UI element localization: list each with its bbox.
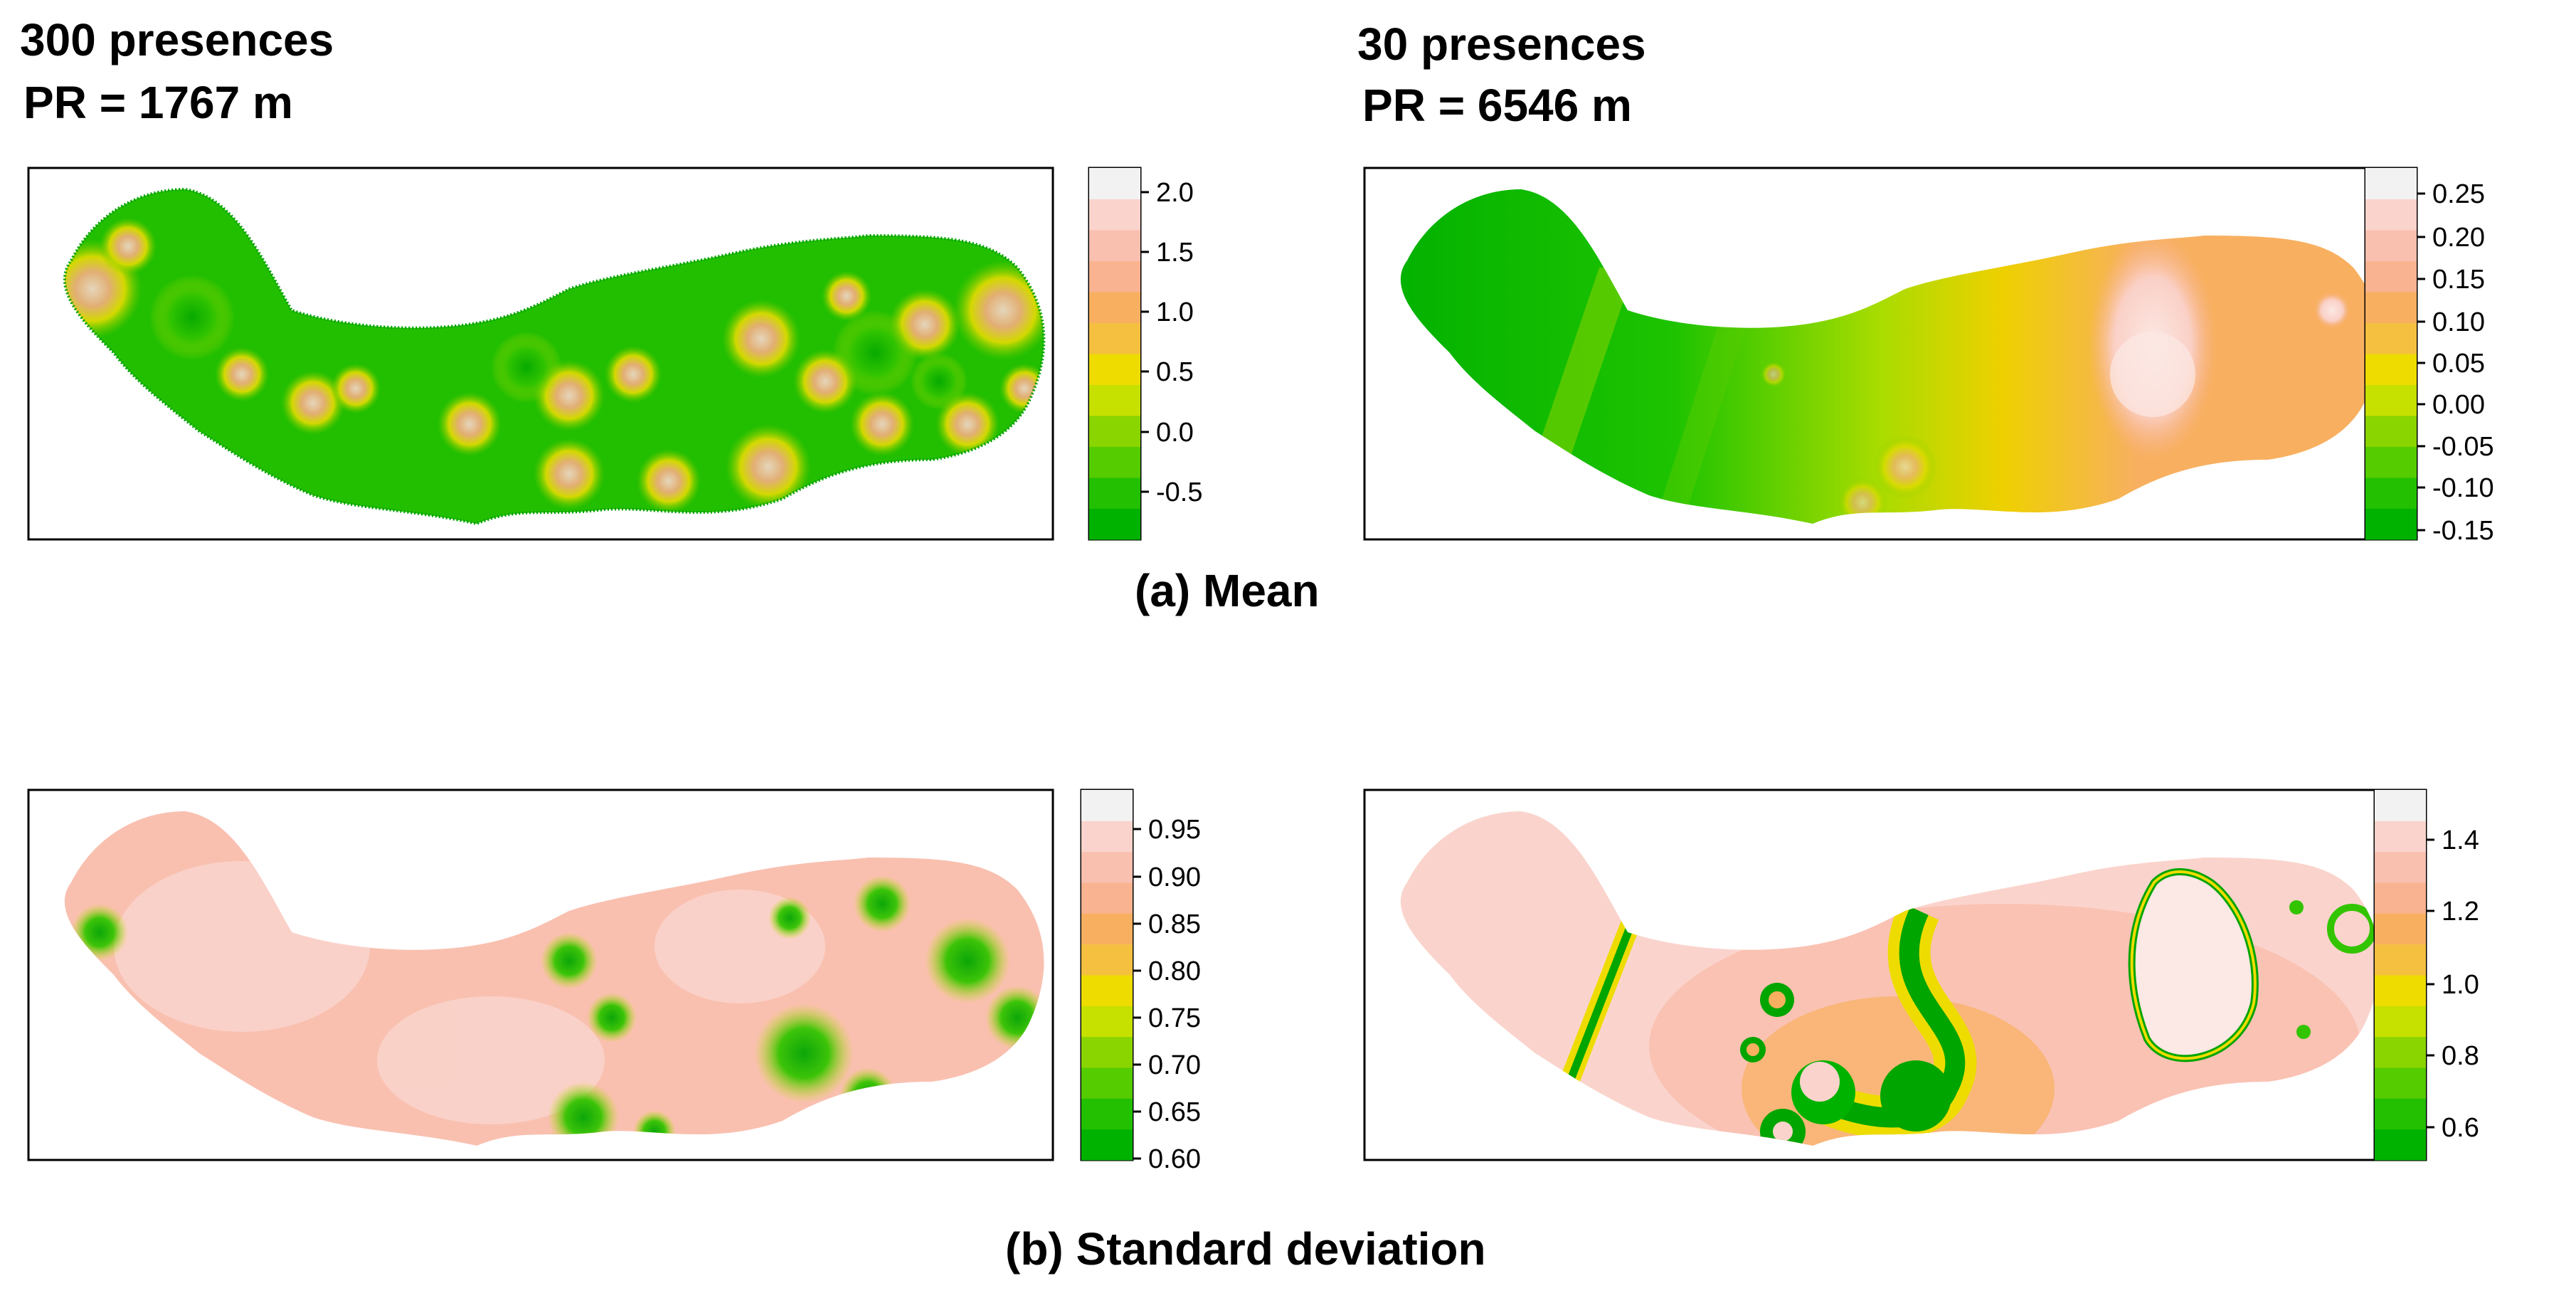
legend-tick-label: -0.15 (2432, 516, 2494, 546)
legend-color-band (2375, 790, 2426, 821)
legend-color-band (1089, 446, 1140, 478)
legend-tick-label: 0.80 (1148, 956, 1201, 986)
legend-color-band (2365, 446, 2417, 478)
legend-tick-label: 1.5 (1156, 238, 1194, 268)
map-sd-30: 1.4 1.2 1.0 0.8 0.6 (1363, 788, 2479, 1161)
legend-color-band (1089, 354, 1140, 385)
legend-color-band (1089, 508, 1140, 540)
legend-ticks: 1.4 1.2 1.0 0.8 0.6 (2426, 825, 2479, 1143)
legend-ticks: 0.95 0.90 0.85 0.80 0.75 0.70 0.65 0.60 (1133, 815, 1201, 1174)
map-mean-300: 2.0 1.5 1.0 0.5 0.0 -0.5 (27, 167, 1202, 541)
legend-color-band (2365, 322, 2417, 354)
legend-tick-label: 1.0 (1156, 297, 1194, 327)
heading-30-presences: 30 presences (1357, 19, 1646, 70)
legend-tick-label: 0.75 (1148, 1003, 1201, 1033)
legend-color-band (1089, 168, 1140, 199)
legend-color-band (2365, 292, 2417, 323)
legend-color-band (2375, 913, 2426, 945)
legend-tick-label: 0.0 (1156, 418, 1194, 448)
legend-color-band (2375, 882, 2426, 914)
legend-tick-label: -0.10 (2432, 473, 2494, 503)
legend-color-band (2365, 508, 2417, 540)
legend-color-band (2375, 1036, 2426, 1068)
legend-tick-label: 0.8 (2442, 1041, 2479, 1071)
legend-color-band (2365, 354, 2417, 385)
legend-tick-label: 0.05 (2432, 349, 2485, 379)
legend-mean-30: 0.25 0.20 0.15 0.10 0.05 0.00 -0.05 -0.10 -0.15 (2364, 167, 2494, 546)
legend-color-bands (1081, 790, 1133, 1161)
legend-color-bands (2375, 790, 2426, 1161)
legend-tick-label: 0.85 (1148, 909, 1201, 939)
legend-color-band (1081, 882, 1133, 914)
legend-sd-300: 0.95 0.90 0.85 0.80 0.75 0.70 0.65 0.60 (1080, 788, 1201, 1174)
legend-color-band (1081, 1129, 1133, 1161)
legend-ticks: 0.25 0.20 0.15 0.10 0.05 0.00 -0.05 -0.10 -0.15 (2417, 179, 2494, 546)
legend-tick-label: 2.0 (1156, 178, 1194, 208)
legend-tick-label: 0.90 (1148, 862, 1201, 892)
legend-color-band (2375, 1129, 2426, 1161)
legend-ticks: 2.0 1.5 1.0 0.5 0.0 -0.5 (1140, 178, 1202, 507)
legend-tick-label: 0.00 (2432, 390, 2485, 420)
legend-color-band (1089, 416, 1140, 447)
caption-standard-deviation: (b) Standard deviation (1005, 1223, 1486, 1275)
legend-tick-label: 0.25 (2432, 179, 2485, 209)
legend-color-band (1081, 944, 1133, 976)
legend-tick-label: -0.5 (1156, 478, 1202, 507)
legend-color-band (2375, 851, 2426, 883)
legend-color-band (1081, 1098, 1133, 1130)
legend-color-band (2365, 199, 2417, 231)
map-sd-300: 0.95 0.90 0.85 0.80 0.75 0.70 0.65 0.60 (27, 788, 1201, 1174)
legend-tick-label: 0.20 (2432, 223, 2485, 253)
legend-color-band (1081, 975, 1133, 1006)
legend-color-bands (1089, 168, 1140, 540)
legend-color-band (1089, 260, 1140, 292)
legend-color-band (1081, 1067, 1133, 1099)
heading-300-presences: 300 presences (20, 14, 334, 65)
legend-color-band (1081, 821, 1133, 853)
legend-color-band (1081, 851, 1133, 883)
legend-color-band (2375, 1098, 2426, 1130)
legend-color-band (2365, 168, 2417, 199)
heading-pr-6546: PR = 6546 m (1362, 80, 1632, 131)
legend-color-band (2365, 478, 2417, 509)
legend-tick-label: 0.10 (2432, 307, 2485, 337)
map-mean-30: 0.25 0.20 0.15 0.10 0.05 0.00 -0.05 -0.10 -0.15 (1363, 167, 2494, 546)
legend-tick-label: 0.5 (1156, 357, 1194, 387)
legend-color-band (1081, 913, 1133, 945)
legend-sd-30: 1.4 1.2 1.0 0.8 0.6 (2373, 788, 2479, 1161)
legend-color-band (1089, 230, 1140, 261)
legend-color-band (2375, 975, 2426, 1006)
legend-mean-300: 2.0 1.5 1.0 0.5 0.0 -0.5 (1088, 167, 1202, 541)
legend-tick-label: 0.6 (2442, 1113, 2479, 1143)
legend-tick-label: 0.70 (1148, 1050, 1201, 1080)
legend-tick-label: 1.0 (2442, 970, 2479, 1000)
caption-mean: (a) Mean (1135, 565, 1320, 616)
legend-color-band (2365, 260, 2417, 292)
legend-tick-label: 1.2 (2442, 897, 2479, 927)
legend-color-band (2375, 1006, 2426, 1038)
legend-tick-label: -0.05 (2432, 432, 2494, 462)
legend-color-band (2375, 821, 2426, 853)
legend-color-band (1081, 1036, 1133, 1068)
legend-tick-label: 0.95 (1148, 815, 1201, 845)
legend-color-band (2365, 416, 2417, 447)
legend-color-band (1089, 384, 1140, 416)
legend-color-band (1089, 322, 1140, 354)
legend-color-band (1089, 478, 1140, 509)
legend-tick-label: 1.4 (2442, 825, 2479, 855)
legend-tick-label: 0.60 (1148, 1144, 1201, 1174)
legend-color-band (2375, 1067, 2426, 1099)
legend-tick-label: 0.65 (1148, 1097, 1201, 1127)
legend-color-band (2365, 384, 2417, 416)
legend-color-band (1089, 199, 1140, 231)
legend-color-band (2365, 230, 2417, 261)
heading-pr-1767: PR = 1767 m (23, 77, 293, 128)
legend-color-bands (2365, 168, 2417, 540)
legend-color-band (1081, 1006, 1133, 1038)
legend-color-band (2375, 944, 2426, 976)
legend-color-band (1089, 292, 1140, 323)
legend-color-band (1081, 790, 1133, 821)
legend-tick-label: 0.15 (2432, 265, 2485, 295)
